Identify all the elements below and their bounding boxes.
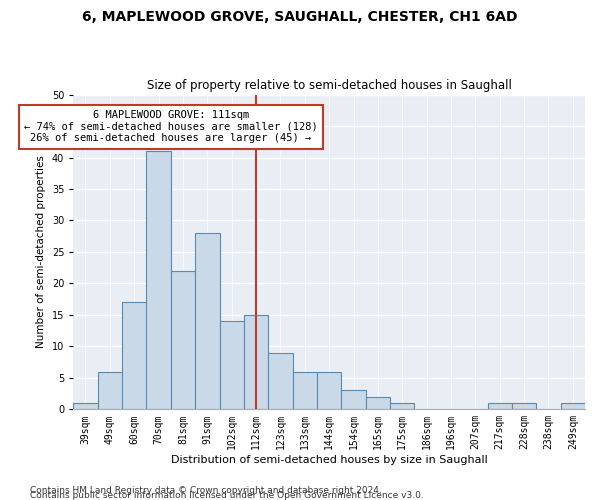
X-axis label: Distribution of semi-detached houses by size in Saughall: Distribution of semi-detached houses by … [171,455,488,465]
Bar [268,352,293,410]
Bar [171,271,195,409]
Text: 6, MAPLEWOOD GROVE, SAUGHALL, CHESTER, CH1 6AD: 6, MAPLEWOOD GROVE, SAUGHALL, CHESTER, C… [82,10,518,24]
Text: 6 MAPLEWOOD GROVE: 111sqm
← 74% of semi-detached houses are smaller (128)
26% of: 6 MAPLEWOOD GROVE: 111sqm ← 74% of semi-… [24,110,317,144]
Bar [195,233,220,410]
Bar [390,403,415,409]
Bar [146,151,171,409]
Bar [488,403,512,409]
Title: Size of property relative to semi-detached houses in Saughall: Size of property relative to semi-detach… [147,79,512,92]
Bar [98,372,122,410]
Bar [366,396,390,409]
Text: Contains HM Land Registry data © Crown copyright and database right 2024.: Contains HM Land Registry data © Crown c… [30,486,382,495]
Bar [244,315,268,410]
Bar [122,302,146,410]
Bar [341,390,366,409]
Bar [293,372,317,410]
Bar [512,403,536,409]
Text: Contains public sector information licensed under the Open Government Licence v3: Contains public sector information licen… [30,491,424,500]
Bar [220,321,244,410]
Y-axis label: Number of semi-detached properties: Number of semi-detached properties [36,156,46,348]
Bar [560,403,585,409]
Bar [73,403,98,409]
Bar [317,372,341,410]
